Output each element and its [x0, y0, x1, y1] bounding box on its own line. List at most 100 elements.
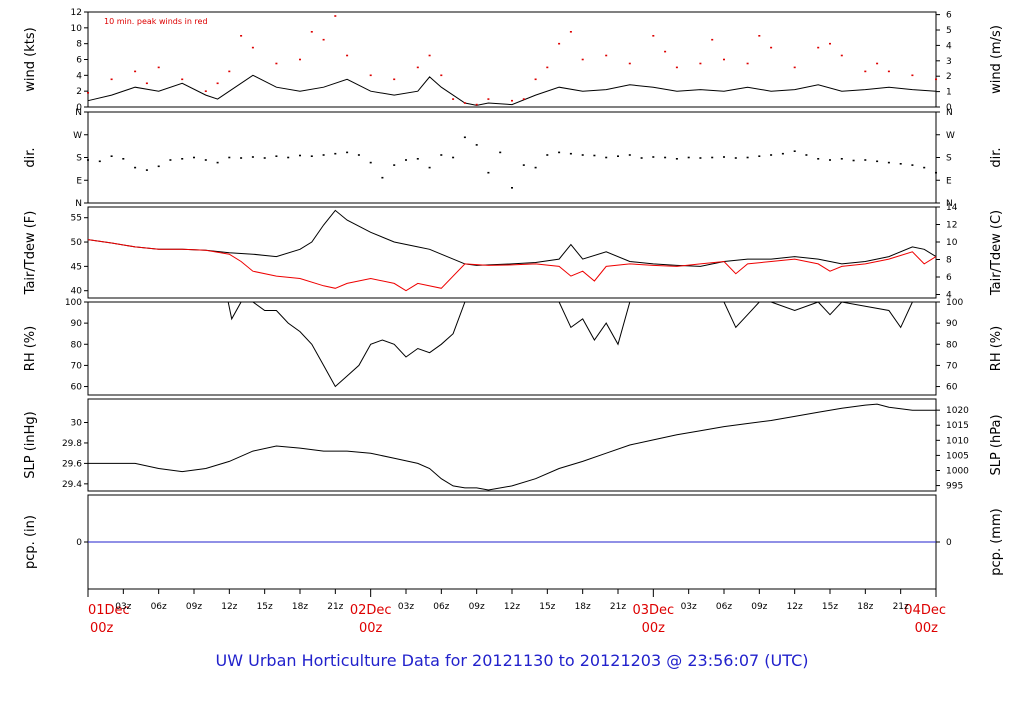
- dir-series-0-point: [228, 156, 231, 159]
- dir-series-0-point: [251, 156, 254, 158]
- wind-right-tick-label: 6: [946, 11, 952, 21]
- dir-left-tick-label: N: [75, 108, 82, 118]
- wind-series-1-point: [887, 70, 890, 73]
- dir-series-0-point: [569, 152, 572, 155]
- x-date-label: 01Dec: [88, 603, 130, 618]
- wind-series-1-point: [134, 70, 137, 73]
- dir-series-0-point: [381, 176, 384, 179]
- x-hour-label: 15z: [539, 602, 555, 612]
- x-hour-label: 03z: [398, 602, 414, 612]
- wind-series-1-point: [181, 78, 184, 81]
- x-date-label: 03Dec: [632, 603, 674, 618]
- dir-series-0-point: [911, 164, 914, 166]
- slp-frame: [87, 398, 937, 492]
- rh-panel: 60 70 80 90 100 60 70 80 90 100 RH (%) RH (%): [23, 298, 1004, 396]
- temp-right-tick-label: 12: [946, 221, 957, 231]
- x-date-hour-label: 00z: [915, 621, 939, 636]
- x-hour-label: 06z: [151, 602, 167, 612]
- dir-right-tick-label: E: [946, 176, 952, 186]
- dir-series-0-point: [817, 158, 820, 160]
- wind-series-1-point: [911, 74, 914, 77]
- rh-left-tick-label: 60: [71, 383, 83, 393]
- rh-left-tick-label: 70: [71, 361, 83, 371]
- dir-left-tick-label: N: [75, 199, 82, 209]
- dir-series-0-point: [734, 157, 737, 159]
- dir-series-0-point: [310, 155, 313, 157]
- x-hour-label: 15z: [822, 602, 838, 612]
- x-hour-label: 21z: [893, 602, 909, 612]
- wind-series-1-point: [334, 15, 337, 17]
- dir-series-0-point: [840, 158, 843, 160]
- dir-series-0-point: [122, 158, 125, 160]
- dir-series-0-point: [393, 164, 396, 166]
- dir-series-0-point: [145, 169, 148, 171]
- pcp-left-tick-label: 0: [76, 538, 82, 548]
- dir-series-0-point: [405, 159, 407, 161]
- pcp-right-tick-label: 0: [946, 538, 952, 548]
- dir-series-0-point: [935, 171, 937, 174]
- dir-series-0-point: [770, 154, 773, 156]
- wind-right-tick-label: 1: [946, 88, 952, 98]
- wind-right-tick-label: 0: [946, 103, 952, 113]
- dir-series-0-point: [275, 155, 278, 157]
- dir-series-0-point: [852, 159, 855, 162]
- dir-right-tick-label: N: [946, 108, 953, 118]
- wind-series-1-point: [110, 78, 113, 81]
- rh-right-tick-label: 100: [946, 298, 963, 308]
- dir-series-0-point: [287, 156, 290, 159]
- rh-left-tick-label: 90: [71, 319, 83, 329]
- temp-ylabel: Tair/Tdew (F): [23, 211, 38, 296]
- dir-series-0-point: [593, 154, 596, 157]
- wind-series-1-point: [369, 74, 372, 77]
- dir-series-0-point: [805, 154, 808, 156]
- dir-series-0-point: [98, 160, 101, 163]
- dir-series-0-point: [487, 171, 490, 174]
- dir-right-tick-label: N: [946, 199, 953, 209]
- rh-right-tick-label: 90: [946, 319, 958, 329]
- wind-series-1-point: [475, 103, 478, 106]
- dir-frame: [87, 111, 937, 204]
- wind-series-1-point: [546, 66, 549, 69]
- rh-left-tick-label: 100: [65, 298, 82, 308]
- dir-series-0-point: [687, 156, 690, 159]
- wind-series-1-point: [346, 54, 349, 57]
- wind-series-1-point: [228, 70, 231, 73]
- rh-right-tick-label: 70: [946, 361, 958, 371]
- dir-series-0-point: [617, 155, 619, 157]
- x-date-label: 04Dec: [904, 603, 946, 618]
- wind-series-1-point: [511, 99, 513, 102]
- wind-series-1-point: [216, 82, 219, 85]
- dir-ylabel: dir.: [23, 147, 38, 167]
- wind-series-1-point: [652, 35, 655, 37]
- slp-right-tick-label: 1005: [946, 451, 969, 461]
- x-hour-label: 15z: [257, 602, 273, 612]
- dir-series-0-point: [522, 164, 525, 166]
- x-hour-label: 18z: [857, 602, 873, 612]
- slp-left-tick-label: 30: [71, 419, 83, 429]
- temp-frame: [87, 206, 937, 299]
- dir-series-0-point: [546, 154, 549, 156]
- wind-left-tick-label: 6: [76, 56, 82, 66]
- dir-series-0-point: [416, 158, 419, 160]
- wind-series-1-point: [534, 78, 537, 81]
- dir-series-0-point: [581, 154, 584, 156]
- x-hour-label: 09z: [751, 602, 767, 612]
- temp-series-1-line: [87, 239, 937, 292]
- wind-series-1-point: [251, 46, 254, 49]
- dir-series-0-point: [263, 157, 266, 159]
- dir-series-0-point: [452, 156, 455, 159]
- dir-ylabel-right: dir.: [989, 147, 1004, 167]
- wind-series-1-point: [699, 62, 702, 65]
- x-hour-label: 21z: [610, 602, 626, 612]
- dir-series-0-point: [110, 155, 113, 157]
- slp-ylabel: SLP (inHg): [23, 411, 38, 479]
- dir-series-0-point: [640, 157, 643, 159]
- rh-ylabel: RH (%): [23, 326, 38, 371]
- x-hour-label: 12z: [787, 602, 803, 612]
- wind-series-1-point: [581, 58, 584, 61]
- temp-left-tick-label: 45: [71, 262, 82, 272]
- wind-left-tick-label: 0: [76, 103, 82, 113]
- temp-right-tick-label: 4: [946, 291, 952, 301]
- dir-series-0-point: [511, 187, 513, 189]
